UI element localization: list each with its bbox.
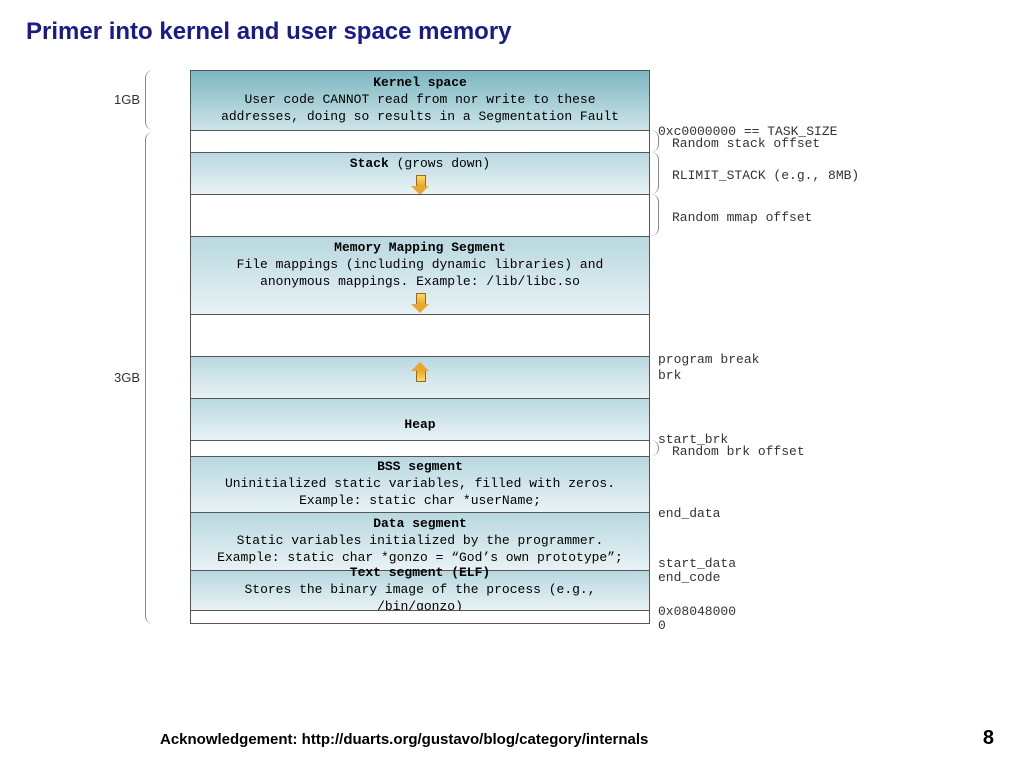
brace-3gb bbox=[145, 132, 158, 624]
seg-above-heap bbox=[190, 356, 650, 398]
brace-rand-mmap bbox=[650, 194, 659, 236]
seg-mmap-title: Memory Mapping Segment bbox=[334, 240, 506, 257]
seg-stack-label: Stack (grows down) bbox=[350, 156, 490, 173]
label-start-data: start_data bbox=[658, 556, 736, 571]
seg-gap-brk-offset bbox=[190, 440, 650, 456]
seg-data-body: Static variables initialized by the prog… bbox=[203, 533, 637, 567]
memory-layout-diagram: Kernel space User code CANNOT read from … bbox=[190, 70, 650, 624]
label-text-addr: 0x08048000 bbox=[658, 604, 736, 619]
label-1gb: 1GB bbox=[100, 92, 140, 107]
seg-bss-title: BSS segment bbox=[377, 459, 463, 476]
arrow-up-icon bbox=[413, 362, 427, 382]
seg-gap-below-mmap bbox=[190, 314, 650, 356]
seg-data-title: Data segment bbox=[373, 516, 467, 533]
label-rand-stack: Random stack offset bbox=[672, 136, 820, 151]
label-prog-break: program break bbox=[658, 352, 759, 367]
arrow-down-icon bbox=[413, 293, 427, 309]
seg-kernel: Kernel space User code CANNOT read from … bbox=[190, 70, 650, 130]
brace-1gb bbox=[145, 70, 158, 130]
seg-kernel-body: User code CANNOT read from nor write to … bbox=[203, 92, 637, 126]
seg-mmap-body: File mappings (including dynamic librari… bbox=[203, 257, 637, 291]
seg-heap-title: Heap bbox=[404, 417, 435, 434]
seg-heap: Heap bbox=[190, 398, 650, 440]
acknowledgement: Acknowledgement: http://duarts.org/gusta… bbox=[160, 731, 648, 748]
label-rlimit: RLIMIT_STACK (e.g., 8MB) bbox=[672, 168, 859, 183]
seg-gap-stack-offset bbox=[190, 130, 650, 152]
seg-bss-body: Uninitialized static variables, filled w… bbox=[203, 476, 637, 510]
seg-text-title: Text segment (ELF) bbox=[350, 565, 490, 582]
seg-kernel-title: Kernel space bbox=[373, 75, 467, 92]
seg-bss: BSS segment Uninitialized static variabl… bbox=[190, 456, 650, 512]
label-brk: brk bbox=[658, 368, 681, 383]
label-rand-brk: Random brk offset bbox=[672, 444, 805, 459]
seg-text: Text segment (ELF) Stores the binary ima… bbox=[190, 570, 650, 610]
seg-gap-bottom bbox=[190, 610, 650, 624]
seg-gap-mmap-offset bbox=[190, 194, 650, 236]
label-end-data: end_data bbox=[658, 506, 720, 521]
brace-rlimit bbox=[650, 152, 659, 194]
slide-title: Primer into kernel and user space memory bbox=[26, 18, 512, 46]
page-number: 8 bbox=[983, 727, 994, 750]
seg-stack: Stack (grows down) bbox=[190, 152, 650, 194]
label-3gb: 3GB bbox=[100, 370, 140, 385]
seg-data: Data segment Static variables initialize… bbox=[190, 512, 650, 570]
label-rand-mmap: Random mmap offset bbox=[672, 210, 812, 225]
label-zero: 0 bbox=[658, 618, 666, 633]
arrow-down-icon bbox=[413, 175, 427, 189]
seg-mmap: Memory Mapping Segment File mappings (in… bbox=[190, 236, 650, 314]
label-end-code: end_code bbox=[658, 570, 720, 585]
